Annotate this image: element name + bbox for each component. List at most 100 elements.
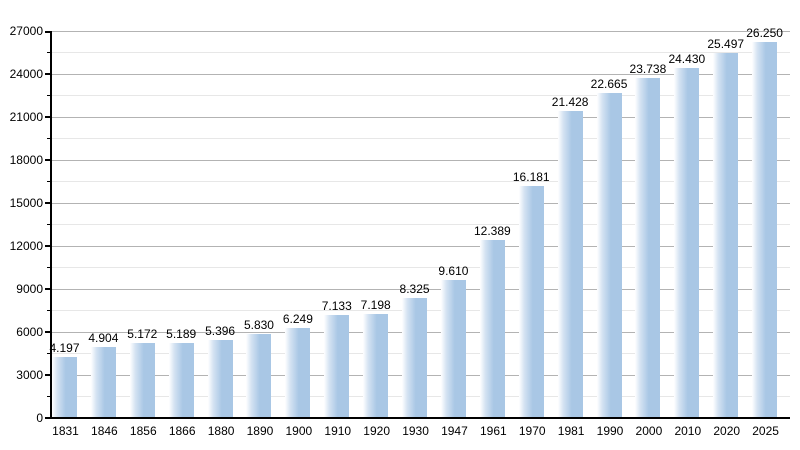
bar-value-label: 5.830 — [243, 318, 274, 333]
x-tick-label: 1930 — [402, 423, 429, 438]
bar — [596, 93, 622, 418]
major-gridline — [51, 159, 790, 161]
y-minor-tick — [47, 353, 51, 355]
y-tick-label: 12000 — [9, 238, 43, 253]
y-tick-label: 6000 — [16, 324, 43, 339]
bar — [557, 110, 583, 418]
y-tick-label: 3000 — [16, 367, 43, 382]
y-major-tick — [45, 245, 51, 248]
x-tick-label: 1990 — [596, 423, 624, 438]
major-gridline — [51, 245, 790, 247]
y-tick-label: 15000 — [9, 195, 43, 210]
bar — [324, 315, 350, 418]
bar-value-label: 5.172 — [127, 327, 158, 342]
y-tick-label: 0 — [36, 410, 43, 425]
bar — [52, 357, 77, 418]
y-minor-tick — [47, 138, 51, 140]
x-axis-line — [49, 416, 790, 419]
y-tick-label: 18000 — [9, 152, 43, 167]
y-major-tick — [45, 159, 51, 162]
x-tick-label: 1866 — [168, 423, 196, 438]
minor-gridline — [51, 267, 790, 269]
x-tick-label: 1846 — [91, 423, 118, 438]
bar — [674, 67, 700, 418]
bar — [168, 343, 194, 418]
y-minor-tick — [47, 310, 51, 312]
minor-gridline — [51, 138, 790, 140]
minor-gridline — [51, 181, 790, 183]
x-tick-label: 1890 — [246, 423, 274, 438]
major-gridline — [51, 116, 790, 118]
y-major-tick — [45, 417, 51, 419]
x-tick-label: 1981 — [557, 423, 585, 438]
x-tick-label: 2025 — [752, 423, 779, 438]
y-minor-tick — [47, 95, 51, 97]
x-tick-label: 1880 — [207, 423, 235, 438]
y-tick-label: 27000 — [9, 24, 43, 38]
bar-value-label: 16.181 — [512, 169, 550, 184]
major-gridline — [51, 73, 790, 75]
y-major-tick — [45, 288, 51, 291]
bar-value-label: 8.325 — [399, 282, 430, 297]
bar-value-label: 5.396 — [205, 324, 236, 339]
y-minor-tick — [47, 181, 51, 183]
bar — [207, 340, 233, 418]
bar-value-label: 5.189 — [166, 327, 197, 342]
x-tick-label: 1920 — [363, 423, 391, 438]
x-tick-label: 1831 — [52, 423, 79, 438]
y-major-tick — [45, 30, 51, 33]
bar-value-label: 25.497 — [707, 36, 745, 51]
y-major-tick — [45, 374, 51, 377]
x-tick-label: 2020 — [713, 423, 741, 438]
x-tick-label: 2010 — [674, 423, 702, 438]
bar — [90, 347, 116, 418]
x-tick-label: 1910 — [324, 423, 352, 438]
y-major-tick — [45, 202, 51, 205]
major-gridline — [51, 202, 790, 204]
x-tick-label: 1947 — [441, 423, 468, 438]
bar-value-label: 26.250 — [746, 25, 783, 40]
bar-value-label: 21.428 — [551, 94, 589, 109]
bar-value-label: 24.430 — [668, 51, 706, 66]
bar — [713, 52, 739, 418]
minor-gridline — [51, 52, 790, 54]
major-gridline — [51, 288, 790, 290]
bar-value-label: 9.610 — [438, 263, 469, 278]
y-minor-tick — [47, 396, 51, 398]
bar — [285, 328, 311, 418]
bar-value-label: 7.133 — [321, 299, 352, 314]
minor-gridline — [51, 95, 790, 97]
y-tick-label: 21000 — [9, 109, 43, 124]
x-tick-label: 1961 — [479, 423, 507, 438]
y-minor-tick — [47, 267, 51, 269]
y-tick-label: 24000 — [9, 66, 43, 81]
x-tick-label: 1970 — [518, 423, 546, 438]
bar — [518, 185, 544, 418]
x-tick-label: 1856 — [129, 423, 157, 438]
x-tick-label: 2000 — [635, 423, 663, 438]
bar — [479, 240, 505, 418]
bar — [363, 314, 389, 418]
bar-value-label: 4.197 — [49, 341, 80, 356]
bar — [246, 334, 272, 418]
y-minor-tick — [47, 224, 51, 226]
y-major-tick — [45, 116, 51, 119]
bar-value-label: 4.904 — [88, 331, 119, 346]
bar-value-label: 12.389 — [473, 224, 511, 239]
bar-value-label: 7.198 — [360, 298, 391, 313]
y-axis-line — [50, 31, 52, 419]
bar — [129, 343, 155, 418]
bar — [635, 77, 661, 418]
bar-value-label: 6.249 — [282, 312, 313, 327]
bar — [440, 279, 466, 418]
bar-value-label: 22.665 — [590, 77, 628, 92]
bar — [752, 41, 778, 418]
x-tick-label: 1900 — [285, 423, 313, 438]
y-major-tick — [45, 73, 51, 76]
minor-gridline — [51, 224, 790, 226]
y-major-tick — [45, 331, 51, 334]
bar — [402, 298, 428, 418]
